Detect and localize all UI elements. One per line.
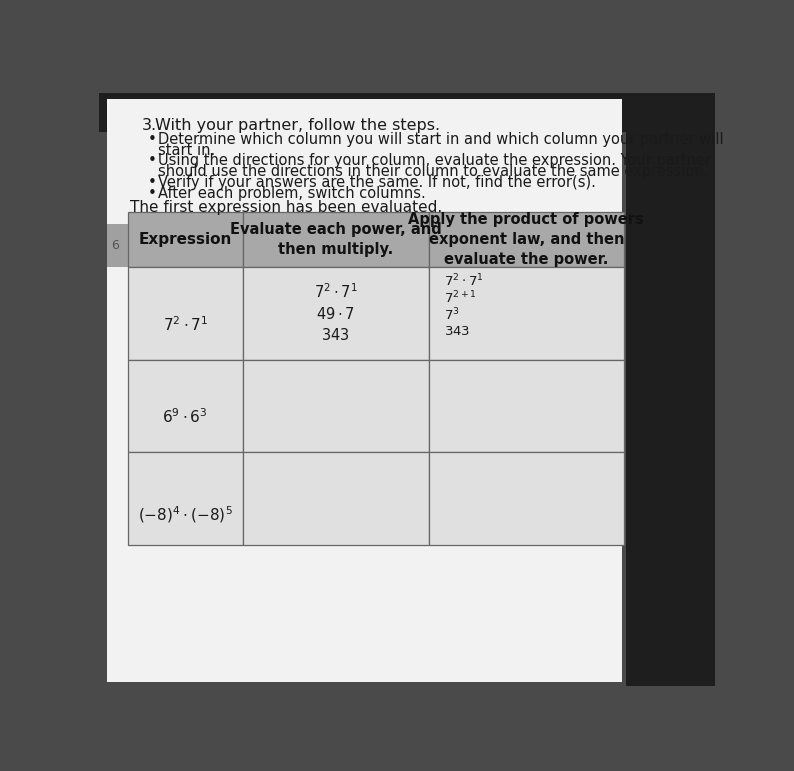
- Bar: [128, 360, 243, 452]
- Bar: [128, 212, 243, 268]
- Text: $343$: $343$: [444, 325, 470, 338]
- Bar: [429, 360, 624, 452]
- Bar: [429, 212, 624, 268]
- Text: •: •: [148, 186, 157, 200]
- Bar: [243, 212, 429, 268]
- Text: should use the directions in their column to evaluate the same expression.: should use the directions in their colum…: [158, 164, 708, 179]
- Bar: [243, 268, 429, 360]
- Text: $(-8)^4 \cdot (-8)^5$: $(-8)^4 \cdot (-8)^5$: [138, 504, 233, 525]
- Text: Using the directions for your column, evaluate the expression. Your partner: Using the directions for your column, ev…: [158, 153, 711, 168]
- Text: •: •: [148, 153, 157, 168]
- Text: $7^3$: $7^3$: [444, 307, 460, 323]
- Bar: [429, 268, 624, 360]
- Bar: [429, 452, 624, 544]
- Text: $6^9 \cdot 6^3$: $6^9 \cdot 6^3$: [163, 408, 208, 426]
- Text: Expression: Expression: [139, 232, 232, 247]
- Text: After each problem, switch columns.: After each problem, switch columns.: [158, 186, 426, 200]
- Text: start in.: start in.: [158, 143, 215, 157]
- Text: 6: 6: [112, 239, 119, 252]
- Text: $49 \cdot 7$: $49 \cdot 7$: [316, 305, 355, 322]
- Text: Determine which column you will start in and which column your partner will: Determine which column you will start in…: [158, 132, 724, 146]
- Text: Evaluate each power, and
then multiply.: Evaluate each power, and then multiply.: [229, 222, 441, 257]
- Text: •: •: [148, 175, 157, 190]
- Bar: [626, 93, 715, 686]
- Text: •: •: [148, 132, 157, 146]
- Text: $7^2 \cdot 7^1$: $7^2 \cdot 7^1$: [163, 315, 208, 334]
- Text: The first expression has been evaluated.: The first expression has been evaluated.: [130, 200, 442, 214]
- Text: $343$: $343$: [322, 327, 350, 343]
- Bar: [99, 93, 715, 132]
- Text: Apply the product of powers
exponent law, and then
evaluate the power.: Apply the product of powers exponent law…: [408, 212, 644, 267]
- Bar: [243, 452, 429, 544]
- Bar: [128, 452, 243, 544]
- Text: With your partner, follow the steps.: With your partner, follow the steps.: [155, 118, 440, 133]
- Text: $7^2 \cdot 7^1$: $7^2 \cdot 7^1$: [314, 283, 357, 301]
- Text: 3.: 3.: [142, 118, 157, 133]
- Bar: [107, 99, 622, 682]
- Text: $7^{2+1}$: $7^{2+1}$: [444, 290, 477, 306]
- Bar: [243, 360, 429, 452]
- Text: Verify if your answers are the same. If not, find the error(s).: Verify if your answers are the same. If …: [158, 175, 596, 190]
- Text: $7^2 \cdot 7^1$: $7^2 \cdot 7^1$: [444, 273, 484, 289]
- Bar: [107, 224, 129, 267]
- Bar: [128, 268, 243, 360]
